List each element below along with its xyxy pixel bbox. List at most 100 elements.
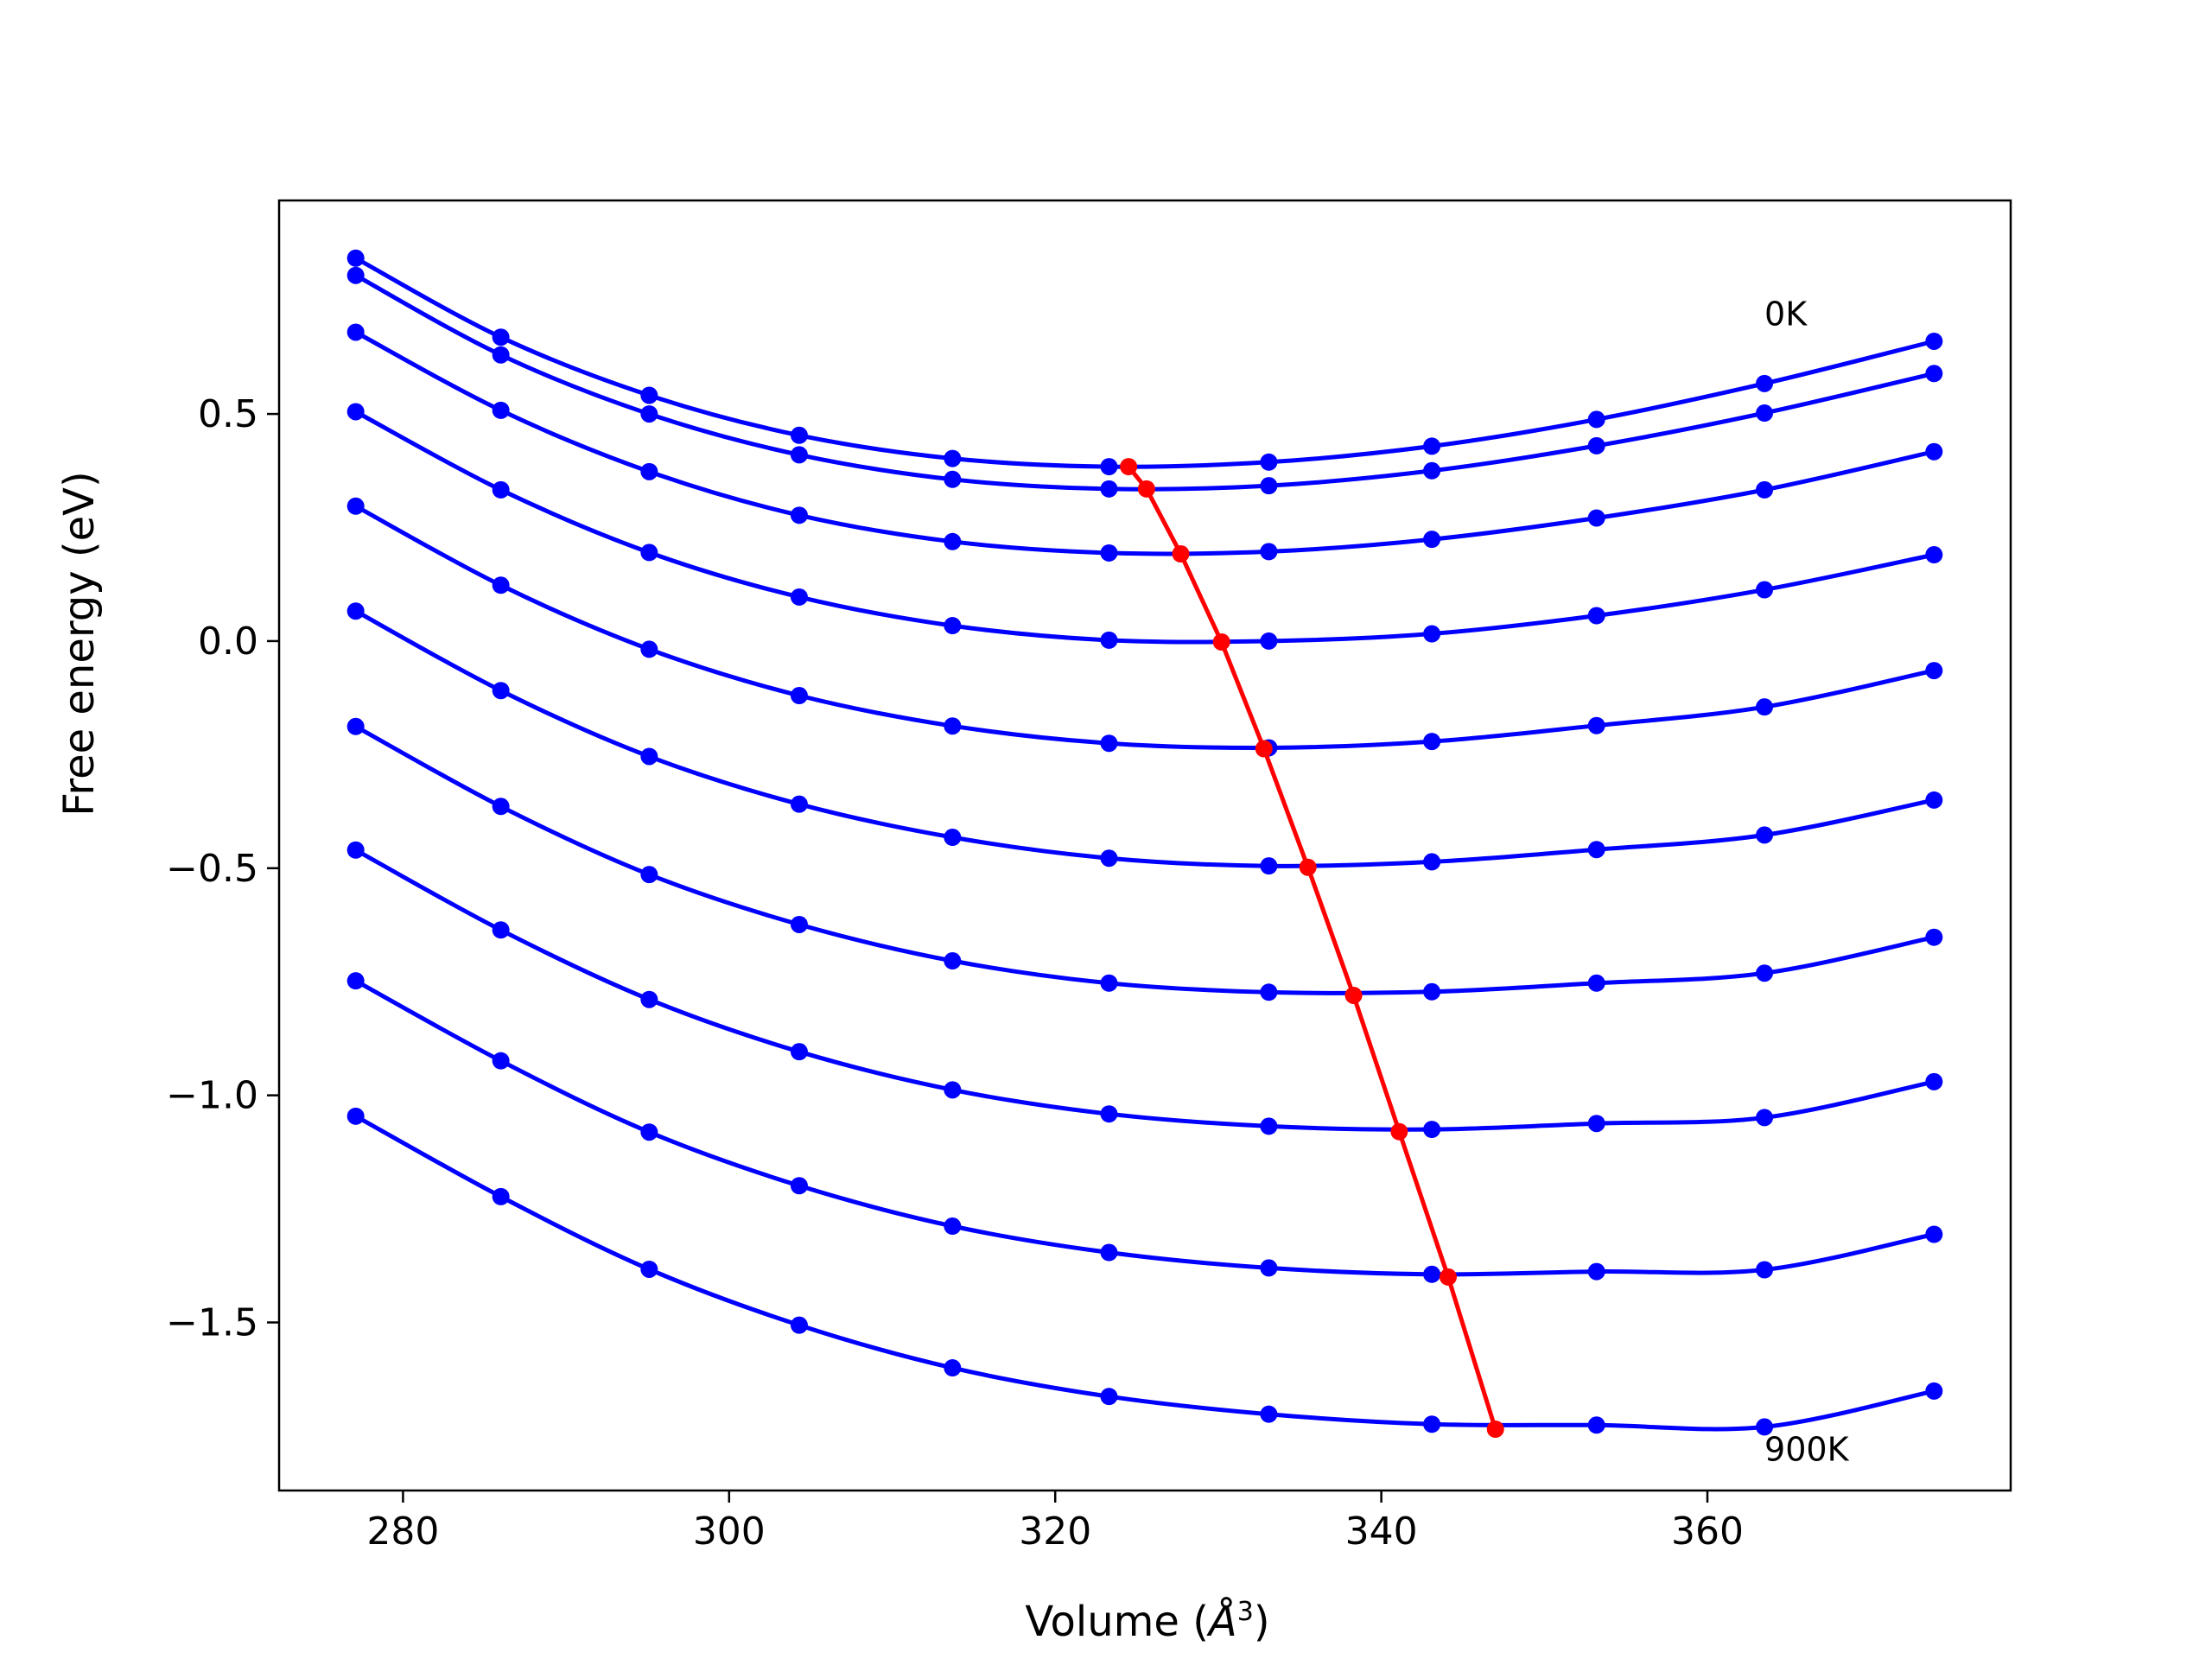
minima-series: [1120, 458, 1504, 1439]
series-point: [346, 323, 365, 341]
minima-point: [1137, 480, 1155, 498]
series-point: [1925, 662, 1943, 680]
series-point: [640, 462, 658, 480]
series-point: [492, 1187, 510, 1205]
series-point: [1756, 826, 1774, 844]
series-point: [346, 717, 365, 735]
minima-point: [1344, 986, 1363, 1004]
series-point: [1925, 546, 1943, 564]
minima-line: [1127, 465, 1498, 1430]
series-point: [1260, 983, 1278, 1001]
series-point: [1756, 964, 1774, 982]
series-point: [790, 915, 808, 933]
curve-label: 0K: [1764, 295, 1808, 333]
x-axis-label-text: Volume: [1025, 1598, 1179, 1646]
series-point: [944, 829, 962, 847]
series-point: [640, 1123, 658, 1141]
series-point: [346, 497, 365, 515]
minima-point: [1120, 458, 1138, 476]
x-axis-label: Volume (Å3): [1025, 1597, 1269, 1646]
series-point: [790, 687, 808, 705]
series-point: [1925, 1072, 1943, 1090]
series-point: [790, 795, 808, 813]
series-5: [346, 602, 1943, 875]
series-point: [1423, 982, 1441, 1001]
series-point: [492, 921, 510, 939]
series-point: [1587, 716, 1605, 734]
series-point: [1100, 1243, 1118, 1262]
series-point: [1587, 607, 1605, 625]
plot-frame: [277, 199, 2012, 1492]
series-point: [1756, 698, 1774, 716]
series-point: [944, 1081, 962, 1099]
series-point: [346, 403, 365, 421]
series-point: [346, 602, 365, 620]
series-point: [346, 249, 365, 267]
series-point: [492, 328, 510, 346]
series-point: [1925, 1225, 1943, 1243]
series-line: [354, 256, 1935, 469]
series-point: [1260, 1259, 1278, 1277]
series-point: [944, 1359, 962, 1377]
series-point: [1260, 453, 1278, 471]
series-point: [1260, 543, 1278, 561]
series-line: [354, 979, 1935, 1277]
series-point: [944, 1217, 962, 1236]
series-point: [1756, 480, 1774, 499]
x-axis: 280 300 320 340 360: [366, 1491, 1744, 1554]
series-point: [492, 576, 510, 594]
series-point: [1423, 733, 1441, 751]
series-point: [1260, 1117, 1278, 1135]
series-point: [1100, 543, 1118, 562]
series-point: [790, 588, 808, 606]
minima-point: [1390, 1122, 1408, 1141]
y-tick-label: 0.5: [198, 392, 258, 436]
series-line: [354, 609, 1935, 868]
x-axis-label-exponent: 3: [1237, 1597, 1254, 1627]
series-point: [1587, 410, 1605, 429]
series-point: [1423, 437, 1441, 455]
series-point: [1423, 1415, 1441, 1433]
series-point: [640, 866, 658, 884]
series-point: [790, 426, 808, 444]
series-point: [1587, 974, 1605, 992]
series-point: [346, 841, 365, 859]
series-point: [492, 798, 510, 816]
series-1: [346, 266, 1943, 498]
series-point: [640, 405, 658, 423]
series-point: [1756, 374, 1774, 392]
series-0: [346, 249, 1943, 476]
series-line: [354, 273, 1935, 492]
series-point: [790, 446, 808, 464]
series-point: [640, 1260, 658, 1278]
x-tick-label: 280: [366, 1510, 439, 1554]
series-point: [790, 1043, 808, 1061]
series-point: [1756, 1109, 1774, 1127]
series-7: [346, 841, 1943, 1139]
series-point: [346, 972, 365, 990]
y-tick-label: −0.5: [166, 847, 258, 891]
series-point: [1100, 734, 1118, 753]
series-point: [1100, 1388, 1118, 1406]
series-point: [1100, 480, 1118, 498]
plot-area: [346, 249, 1943, 1439]
minima-point: [1439, 1268, 1457, 1286]
series-point: [1423, 625, 1441, 643]
series-point: [1756, 1261, 1774, 1279]
minima-point: [1212, 632, 1230, 651]
x-axis-label-unit: Å: [1206, 1597, 1237, 1646]
series-6: [346, 717, 1943, 1001]
series-point: [1100, 849, 1118, 868]
series-point: [492, 480, 510, 499]
series-point: [1925, 1382, 1943, 1400]
series-9: [346, 1107, 1943, 1436]
x-tick-label: 340: [1345, 1510, 1418, 1554]
series-point: [1587, 509, 1605, 527]
series-point: [1260, 477, 1278, 495]
y-tick-label: −1.5: [166, 1300, 258, 1344]
series-point: [944, 532, 962, 550]
series-point: [1100, 1105, 1118, 1123]
curve-label: 900K: [1764, 1431, 1850, 1469]
series-point: [944, 952, 962, 970]
